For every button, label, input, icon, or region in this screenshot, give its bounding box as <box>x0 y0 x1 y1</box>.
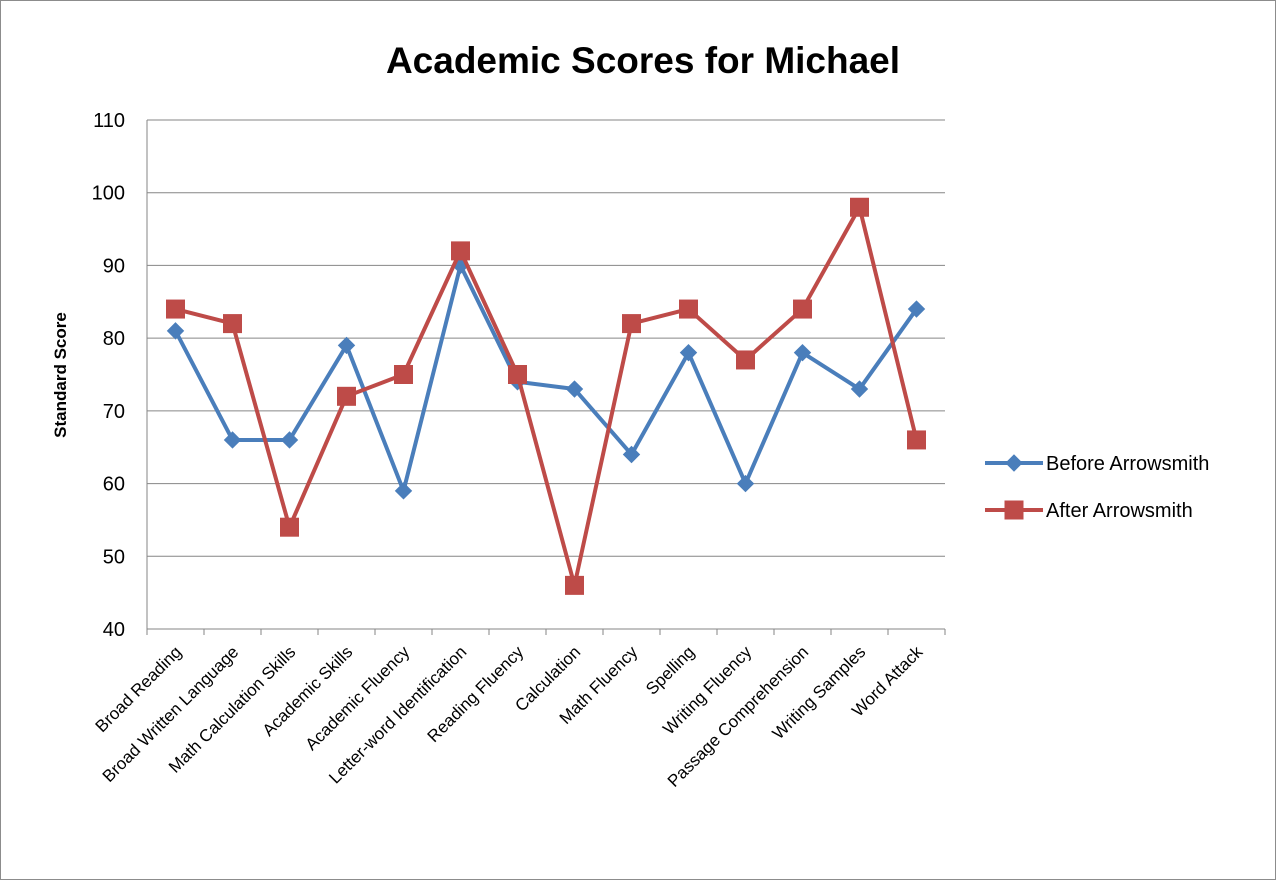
data-point <box>679 343 698 362</box>
y-tick-label: 40 <box>103 619 125 641</box>
data-point <box>736 474 755 493</box>
legend: Before Arrowsmith After Arrowsmith <box>985 453 1209 522</box>
data-point <box>166 299 185 319</box>
data-point <box>565 380 584 398</box>
y-axis-label: Standard Score <box>51 312 70 438</box>
data-point <box>565 575 584 595</box>
data-point <box>622 314 641 334</box>
gridlines <box>146 119 945 630</box>
data-point <box>394 365 413 384</box>
data-point <box>280 431 299 449</box>
data-point <box>280 517 299 537</box>
legend-item: Before Arrowsmith <box>985 453 1209 475</box>
data-point <box>622 445 641 464</box>
y-tick-label: 90 <box>103 255 125 277</box>
data-point <box>337 386 356 406</box>
data-point <box>337 336 356 355</box>
data-point <box>223 431 242 449</box>
series-1 <box>166 256 926 500</box>
data-point <box>394 482 413 500</box>
legend-marker <box>1005 454 1023 472</box>
data-point <box>679 299 698 319</box>
y-tick-label: 80 <box>103 328 125 350</box>
series-line <box>173 263 919 493</box>
data-point <box>850 197 869 217</box>
y-tick-label: 70 <box>103 401 125 423</box>
legend-label: After Arrowsmith <box>1046 500 1193 522</box>
legend-item: After Arrowsmith <box>985 500 1193 522</box>
y-tick-label: 50 <box>103 546 125 568</box>
data-point <box>793 343 812 362</box>
chart-title: Academic Scores for Michael <box>386 40 900 81</box>
data-point <box>850 380 869 398</box>
y-tick-label: 60 <box>103 474 125 496</box>
x-tick-label: Spelling <box>642 642 698 698</box>
x-tick-label: Reading Fluency <box>424 642 528 746</box>
y-axis-ticks: 40 50 60 70 80 90 100 110 <box>92 110 125 641</box>
data-point <box>907 300 926 318</box>
series-layer <box>166 197 926 595</box>
data-point <box>166 322 185 340</box>
data-point <box>508 365 527 384</box>
data-point <box>793 299 812 319</box>
series-2 <box>166 197 926 595</box>
legend-marker <box>1004 500 1024 520</box>
data-point <box>907 430 926 450</box>
y-tick-label: 110 <box>93 110 125 132</box>
data-point <box>223 314 242 334</box>
data-point <box>451 241 470 261</box>
data-point <box>736 350 755 370</box>
legend-label: Before Arrowsmith <box>1046 453 1209 475</box>
x-tick-label: Academic Fluency <box>302 642 414 754</box>
y-tick-label: 100 <box>92 183 125 205</box>
